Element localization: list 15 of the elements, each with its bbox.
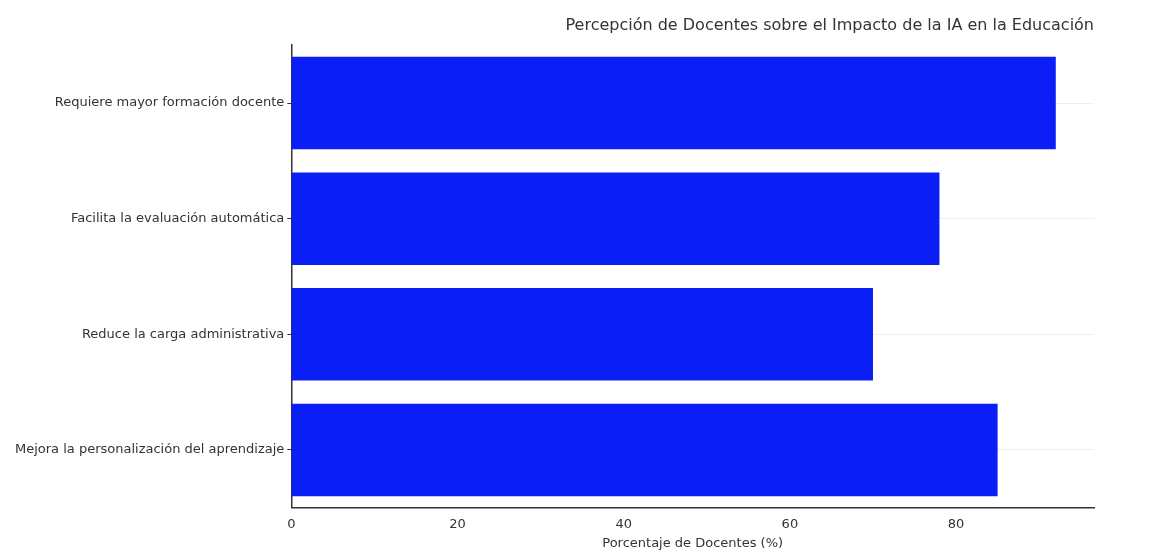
x-axis-title: Porcentaje de Docentes (%): [602, 534, 784, 550]
y-tick-label: Facilita la evaluación automática: [70, 210, 285, 226]
bar: [291, 403, 998, 497]
y-tick-label: Requiere mayor formación docente: [54, 94, 285, 110]
x-tick-label: 40: [615, 515, 632, 531]
bar: [291, 56, 1056, 150]
x-tick-label: 20: [449, 515, 466, 531]
y-tick-label: Mejora la personalización del aprendizaje: [14, 441, 285, 457]
bar: [291, 288, 873, 381]
x-tick-label: 60: [781, 515, 799, 531]
x-tick-label: 80: [947, 515, 965, 531]
chart-title: Percepción de Docentes sobre el Impacto de la IA en la Educación: [565, 14, 1094, 34]
bar: [291, 172, 940, 265]
y-tick-label: Reduce la carga administrativa: [81, 325, 285, 341]
x-tick-label: 0: [287, 515, 296, 531]
